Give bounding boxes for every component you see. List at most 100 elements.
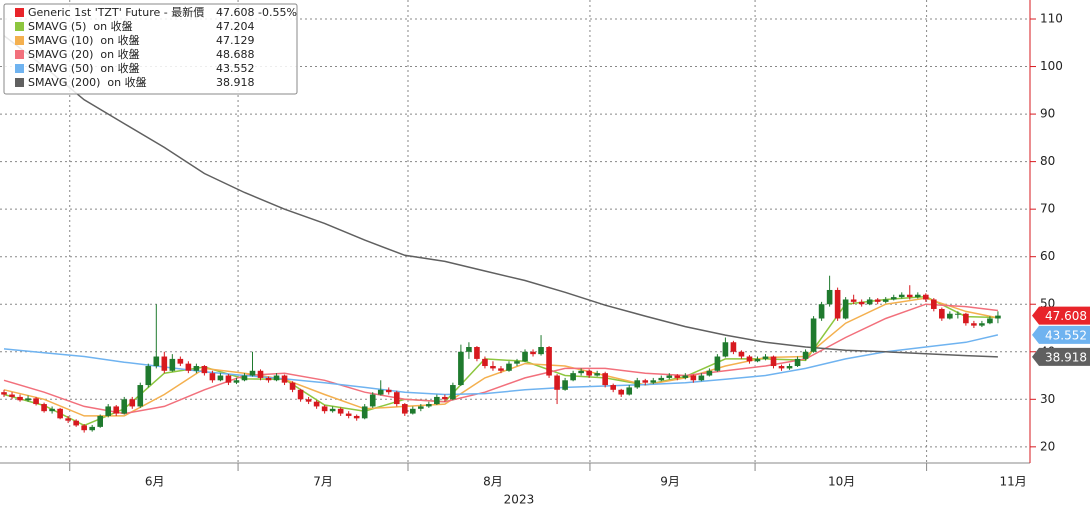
legend: Generic 1st 'TZT' Future - 最新價 47.608 -0.5… [3,3,298,95]
candle-body [169,358,176,371]
candle-body [818,304,825,319]
candle-body [826,289,833,305]
candle-body [9,394,15,397]
candle-body [129,399,136,407]
candle-body [850,299,857,302]
candle-body [834,289,841,319]
candle-body [89,426,95,431]
x-tick-label: 6月 [145,475,165,489]
legend-swatch [15,36,24,45]
candle-body [794,358,801,367]
candle-body [297,389,304,400]
candle-body [177,358,184,364]
candle-body [658,377,665,381]
y-tick-label: 80 [1040,154,1055,168]
legend-swatch [15,8,24,17]
candle-body [153,356,160,367]
candle-body [137,385,144,407]
x-tick-label: 8月 [483,475,503,489]
candle-body [890,297,897,300]
y-tick-label: 70 [1040,202,1055,216]
candle-body [257,370,264,378]
candle-body [706,370,713,376]
ma-line [3,297,999,417]
candle-body [25,398,31,401]
ma-line [3,35,998,358]
legend-value: 47.608 [216,6,255,19]
y-tick-label: 30 [1040,392,1055,406]
candle-body [105,406,112,416]
candle-body [321,406,328,412]
candle-body [906,294,913,298]
candle-body [922,294,929,300]
candle-body [121,399,128,414]
candle-body [979,323,985,326]
candle-body [201,366,208,374]
legend-swatch [15,50,24,59]
legend-swatch [15,64,24,73]
legend-value: 47.129 [216,34,255,47]
candle-body [963,313,969,324]
candle-body [305,399,312,402]
candle-body [369,394,376,407]
x-tick-label: 11月 [1000,475,1027,489]
value-tag [1032,306,1090,325]
candle-body [393,392,400,405]
candle-body [185,363,192,371]
candle-body [233,380,240,383]
value-tag-label: 43.552 [1045,328,1087,342]
candle-body [409,408,416,414]
candle-body [722,342,729,357]
candle-body [313,401,320,407]
candle-body [866,299,873,305]
candle-body [482,358,488,367]
candle-body [361,406,368,419]
candle-body [858,301,865,305]
legend-value: 47.204 [216,20,255,33]
candle-body [273,375,280,381]
value-tag [1032,347,1090,366]
candle-body [778,366,785,369]
legend-label: SMAVG (200) on 收盤 [28,75,147,89]
candle-body [947,313,953,319]
candle-body [434,396,440,405]
candle-body [377,389,384,395]
candle-body [353,415,360,419]
candle-body [458,351,464,386]
candle-body [401,404,408,414]
candle-body [810,318,817,352]
candle-body [289,382,296,390]
y-tick-label: 100 [1040,59,1063,73]
candle-body [738,351,745,357]
candle-body [594,373,600,376]
y-tick-label: 90 [1040,107,1055,121]
candle-body [618,389,625,395]
candle-body [971,323,977,326]
candle-body [666,375,673,378]
candle-body [490,366,496,369]
legend-value: 38.918 [216,76,255,89]
candle-body [466,347,472,352]
legend-box [3,3,298,95]
candle-body [674,375,681,378]
legend-label: Generic 1st 'TZT' Future - 最新價 [28,5,204,19]
candle-body [65,418,71,421]
candle-body [97,415,103,427]
legend-change: -0.55% [258,6,297,19]
candle-body [217,375,224,381]
candle-body [690,375,697,381]
candle-body [987,318,993,324]
candle-body [498,368,504,371]
candle-body [995,315,1001,319]
candle-body [241,375,248,381]
candle-body [265,377,272,381]
candle-body [1,392,7,395]
candle-body [562,380,568,390]
candle-body [17,396,23,401]
candle-body [337,408,344,414]
candle-body [113,406,120,414]
candle-body [610,385,616,390]
candle-body [682,375,689,378]
y-tick-label: 60 [1040,249,1055,263]
